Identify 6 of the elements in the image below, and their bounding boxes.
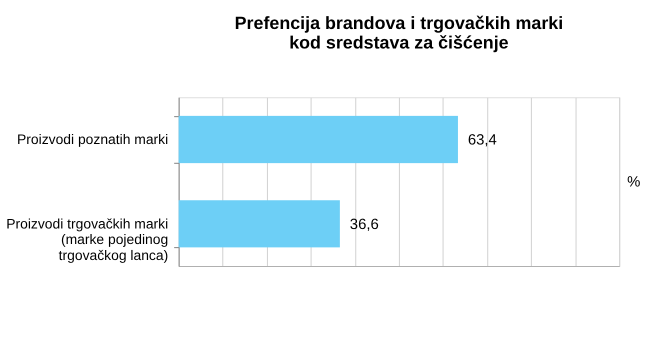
y-tick-label: Proizvodi poznatih marki — [17, 130, 168, 147]
x-axis-title: % — [627, 174, 640, 191]
data-label: 63,4 — [468, 132, 497, 148]
data-label: 36,6 — [350, 216, 379, 233]
chart-title: Prefencija brandova i trgovačkih marki kod sredstava za čišćenje — [234, 12, 564, 53]
y-tick-label: Proizvodi trgovačkih marki (marke pojedinog trgovačkog lanca) — [6, 215, 168, 264]
